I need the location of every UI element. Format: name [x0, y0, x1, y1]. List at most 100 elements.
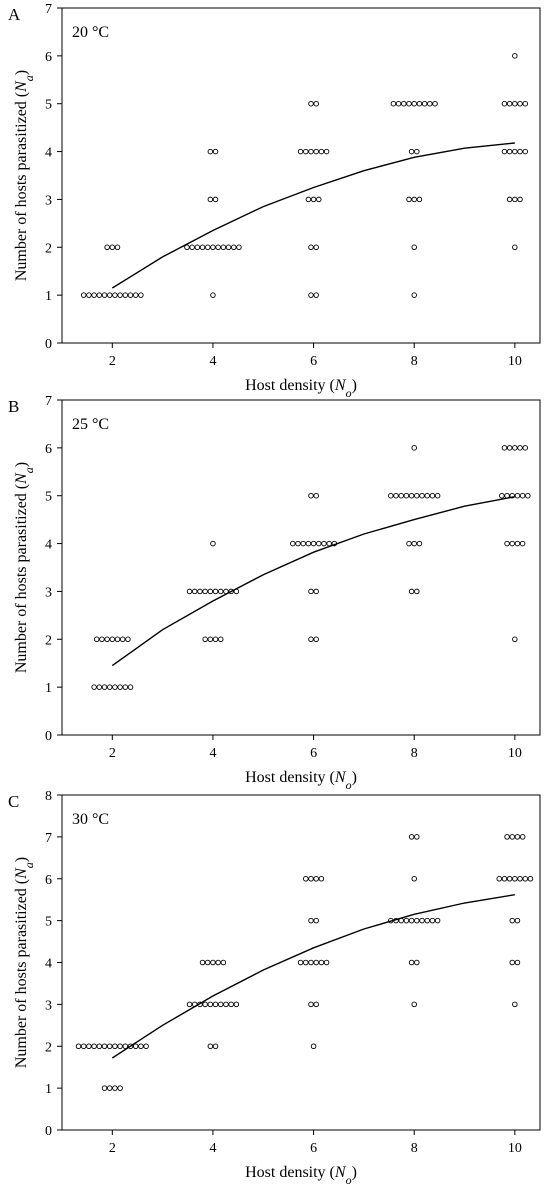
- data-point: [230, 244, 237, 251]
- y-tick-label: 0: [45, 337, 52, 352]
- data-point: [408, 834, 415, 840]
- data-point: [215, 244, 221, 251]
- data-point: [519, 834, 526, 840]
- data-point: [519, 492, 526, 499]
- data-point: [419, 492, 425, 499]
- data-point: [501, 148, 508, 155]
- data-point: [199, 244, 206, 251]
- data-point: [225, 244, 232, 251]
- data-point: [406, 100, 412, 107]
- data-point: [313, 148, 319, 155]
- x-tick-label: 4: [209, 746, 216, 761]
- data-point: [509, 540, 515, 547]
- data-point: [186, 588, 193, 595]
- x-axis-title: Host density (No): [245, 1164, 357, 1187]
- data-point: [125, 636, 131, 643]
- data-point: [109, 636, 116, 643]
- y-tick-label: 3: [45, 998, 52, 1013]
- data-point: [308, 148, 314, 155]
- plot-frame: [61, 7, 541, 344]
- data-point: [512, 876, 518, 882]
- data-point: [186, 1001, 193, 1008]
- data-point: [117, 292, 123, 298]
- x-tick-label: 10: [508, 1141, 522, 1156]
- y-tick-label: 2: [45, 633, 52, 648]
- x-tick-label: 10: [508, 746, 522, 761]
- data-point: [310, 540, 317, 547]
- data-point: [101, 684, 108, 690]
- y-tick-label: 3: [45, 193, 52, 208]
- data-point: [408, 959, 415, 966]
- data-point: [411, 292, 417, 298]
- y-tick-label: 0: [45, 729, 52, 744]
- data-point: [522, 100, 528, 107]
- data-point: [313, 917, 319, 924]
- data-point: [212, 148, 219, 155]
- data-point: [210, 540, 216, 547]
- data-point: [512, 1001, 518, 1008]
- data-point: [414, 959, 420, 966]
- data-point: [393, 492, 399, 499]
- data-point: [207, 1001, 214, 1008]
- data-point: [106, 292, 113, 298]
- data-point: [233, 1001, 240, 1008]
- data-point: [93, 636, 100, 643]
- data-point: [316, 540, 322, 547]
- data-point: [401, 100, 407, 107]
- data-point: [509, 917, 515, 924]
- panel-a: A 20 °C 0 1 2 3 4 5 6 7 2 4 6 8 10 Host density (No) Num…: [8, 2, 541, 400]
- data-point: [514, 540, 521, 547]
- data-point: [212, 196, 219, 203]
- data-point: [220, 244, 227, 251]
- data-point: [313, 636, 319, 643]
- y-tick-label: 7: [45, 2, 52, 17]
- data-point: [99, 636, 105, 643]
- data-point: [91, 292, 97, 298]
- data-point: [416, 540, 423, 547]
- data-point: [504, 540, 510, 547]
- x-tick-label: 8: [411, 746, 418, 761]
- data-point: [326, 540, 332, 547]
- data-point: [506, 876, 513, 882]
- data-point: [323, 148, 330, 155]
- data-point: [512, 100, 518, 107]
- data-point: [207, 148, 214, 155]
- data-point: [506, 445, 513, 451]
- x-tick-label: 2: [109, 746, 116, 761]
- data-point: [429, 492, 436, 499]
- data-point: [290, 540, 296, 547]
- data-point: [403, 917, 410, 924]
- x-tick-label: 2: [109, 354, 116, 369]
- x-tick-label: 10: [508, 354, 522, 369]
- data-point: [117, 1085, 123, 1091]
- data-point: [414, 148, 420, 155]
- data-point: [228, 1001, 234, 1008]
- data-point: [86, 1043, 92, 1049]
- data-point: [525, 492, 531, 499]
- temperature-annotation: 20 °C: [72, 24, 109, 41]
- data-point: [104, 636, 110, 643]
- y-tick-label: 6: [45, 873, 52, 888]
- panel-label: B: [8, 397, 19, 416]
- data-point: [318, 876, 325, 882]
- data-point: [308, 588, 314, 595]
- data-point: [499, 492, 505, 499]
- data-point: [514, 917, 521, 924]
- data-point: [207, 196, 214, 203]
- data-point: [101, 1043, 108, 1049]
- y-tick-label: 1: [45, 1082, 52, 1097]
- data-point: [323, 959, 330, 966]
- data-point: [303, 959, 309, 966]
- data-point: [434, 492, 441, 499]
- data-point: [434, 917, 441, 924]
- data-point: [217, 1001, 224, 1008]
- data-point: [308, 100, 314, 107]
- data-point: [514, 959, 521, 966]
- data-point: [512, 636, 518, 643]
- data-point: [313, 876, 319, 882]
- data-point: [509, 834, 515, 840]
- data-point: [308, 876, 314, 882]
- data-point: [416, 196, 423, 203]
- data-point: [295, 540, 301, 547]
